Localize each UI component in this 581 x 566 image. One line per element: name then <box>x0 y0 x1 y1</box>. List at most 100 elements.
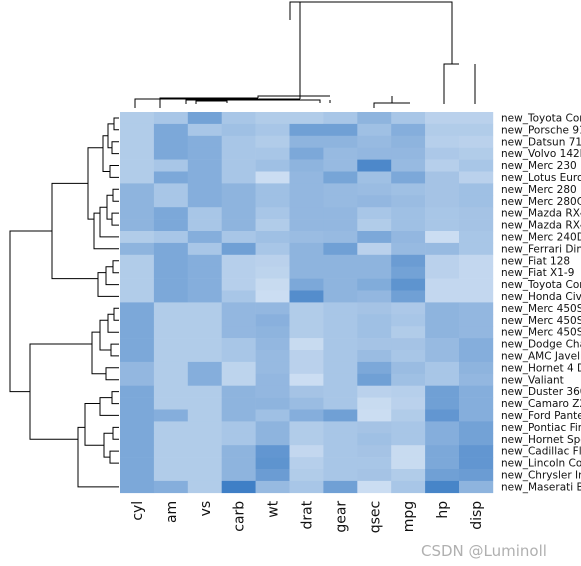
heatmap-cell <box>120 123 155 137</box>
heatmap-cell <box>187 207 222 220</box>
heatmap-cell <box>187 195 222 208</box>
heatmap-cell <box>221 231 256 244</box>
heatmap-cell <box>153 171 189 184</box>
heatmap-cell <box>255 207 290 220</box>
row-dendro-link <box>103 432 113 458</box>
heatmap-cell <box>289 361 324 375</box>
heatmap-cell <box>153 123 189 137</box>
heatmap-cell <box>187 302 222 315</box>
heatmap-cell <box>357 457 392 470</box>
heatmap-cell <box>425 135 460 148</box>
heatmap-cell <box>323 135 358 148</box>
heatmap-cell <box>221 433 256 446</box>
heatmap-cell <box>120 207 155 220</box>
row-dendro-link <box>109 165 119 178</box>
heatmap-cell <box>357 171 392 184</box>
heatmap-cell <box>323 171 358 184</box>
heatmap-cell <box>221 147 256 160</box>
heatmap-cell <box>323 350 358 363</box>
heatmap-cell <box>221 469 256 482</box>
col-dendro-link <box>185 99 215 104</box>
heatmap-cell <box>187 409 222 422</box>
heatmap-cell <box>153 302 189 315</box>
heatmap-cell <box>425 326 460 339</box>
heatmap-cell <box>459 112 494 125</box>
heatmap-cell <box>120 290 155 303</box>
row-dendro-link <box>110 343 119 357</box>
heatmap-cell <box>120 135 155 148</box>
heatmap-cell <box>425 338 460 351</box>
heatmap-cell <box>323 326 358 339</box>
heatmap-cell <box>255 266 290 279</box>
heatmap-cell <box>425 361 460 375</box>
row-dendro-link <box>112 188 119 202</box>
column-label: mpg <box>401 501 417 532</box>
heatmap-cell <box>459 409 494 422</box>
heatmap-cell <box>120 219 155 232</box>
row-dendro-link <box>105 367 119 381</box>
heatmap-cells <box>120 112 494 494</box>
heatmap-cell <box>153 314 189 327</box>
heatmap-cell <box>323 302 358 315</box>
heatmap-cell <box>187 421 222 434</box>
heatmap-cell <box>391 350 426 363</box>
heatmap-cell <box>120 254 155 267</box>
heatmap-cell <box>187 326 222 339</box>
heatmap-cell <box>425 385 460 398</box>
heatmap-cell <box>153 254 189 267</box>
heatmap-cell <box>459 338 494 351</box>
heatmap-cell <box>255 409 290 422</box>
heatmap-cell <box>221 123 256 137</box>
heatmap-cell <box>323 421 358 434</box>
heatmap-cell <box>255 278 290 291</box>
heatmap-cell <box>289 171 324 184</box>
row-label: new_Honda Civic <box>501 291 581 303</box>
heatmap-cell <box>120 242 155 256</box>
row-dendrogram <box>9 117 119 488</box>
heatmap-cell <box>357 278 392 291</box>
heatmap-cell <box>289 135 324 148</box>
heatmap-cell <box>187 147 222 160</box>
heatmap-cell <box>153 445 189 458</box>
heatmap-cell <box>391 195 426 208</box>
row-label: new_Merc 240D <box>501 231 581 243</box>
heatmap-cell <box>120 457 155 470</box>
col-dendro-link <box>373 102 392 108</box>
heatmap-cell <box>255 242 290 256</box>
heatmap-cell <box>120 302 155 315</box>
heatmap-cell <box>425 421 460 434</box>
heatmap-cell <box>459 254 494 267</box>
heatmap-cell <box>391 409 426 422</box>
heatmap-cell <box>391 421 426 434</box>
heatmap-cell <box>153 397 189 410</box>
heatmap-cell <box>221 302 256 315</box>
heatmap-cell <box>391 433 426 446</box>
heatmap-cell <box>187 361 222 375</box>
row-label: new_Camaro Z28 <box>501 398 581 410</box>
heatmap-cell <box>255 302 290 315</box>
heatmap-cell <box>357 302 392 315</box>
heatmap-cell <box>187 183 222 196</box>
heatmap-cell <box>255 397 290 410</box>
heatmap-cell <box>425 350 460 363</box>
heatmap-cell <box>425 290 460 303</box>
heatmap-cell <box>289 373 324 386</box>
heatmap-cell <box>120 361 155 375</box>
heatmap-cell <box>323 266 358 279</box>
heatmap-cell <box>153 195 189 208</box>
heatmap-cell <box>357 385 392 398</box>
row-dendro-link <box>107 313 119 333</box>
heatmap-cell <box>425 219 460 232</box>
heatmap-cell <box>289 445 324 458</box>
heatmap-cell <box>187 457 222 470</box>
heatmap-cell <box>153 350 189 363</box>
heatmap-cell <box>153 219 189 232</box>
heatmap-cell <box>255 350 290 363</box>
heatmap-cell <box>459 350 494 363</box>
column-dendrogram <box>134 1 476 108</box>
heatmap-cell <box>459 207 494 220</box>
heatmap-cell <box>255 433 290 446</box>
heatmap-cell <box>289 207 324 220</box>
heatmap-cell <box>391 302 426 315</box>
row-dendro-link <box>87 147 103 220</box>
